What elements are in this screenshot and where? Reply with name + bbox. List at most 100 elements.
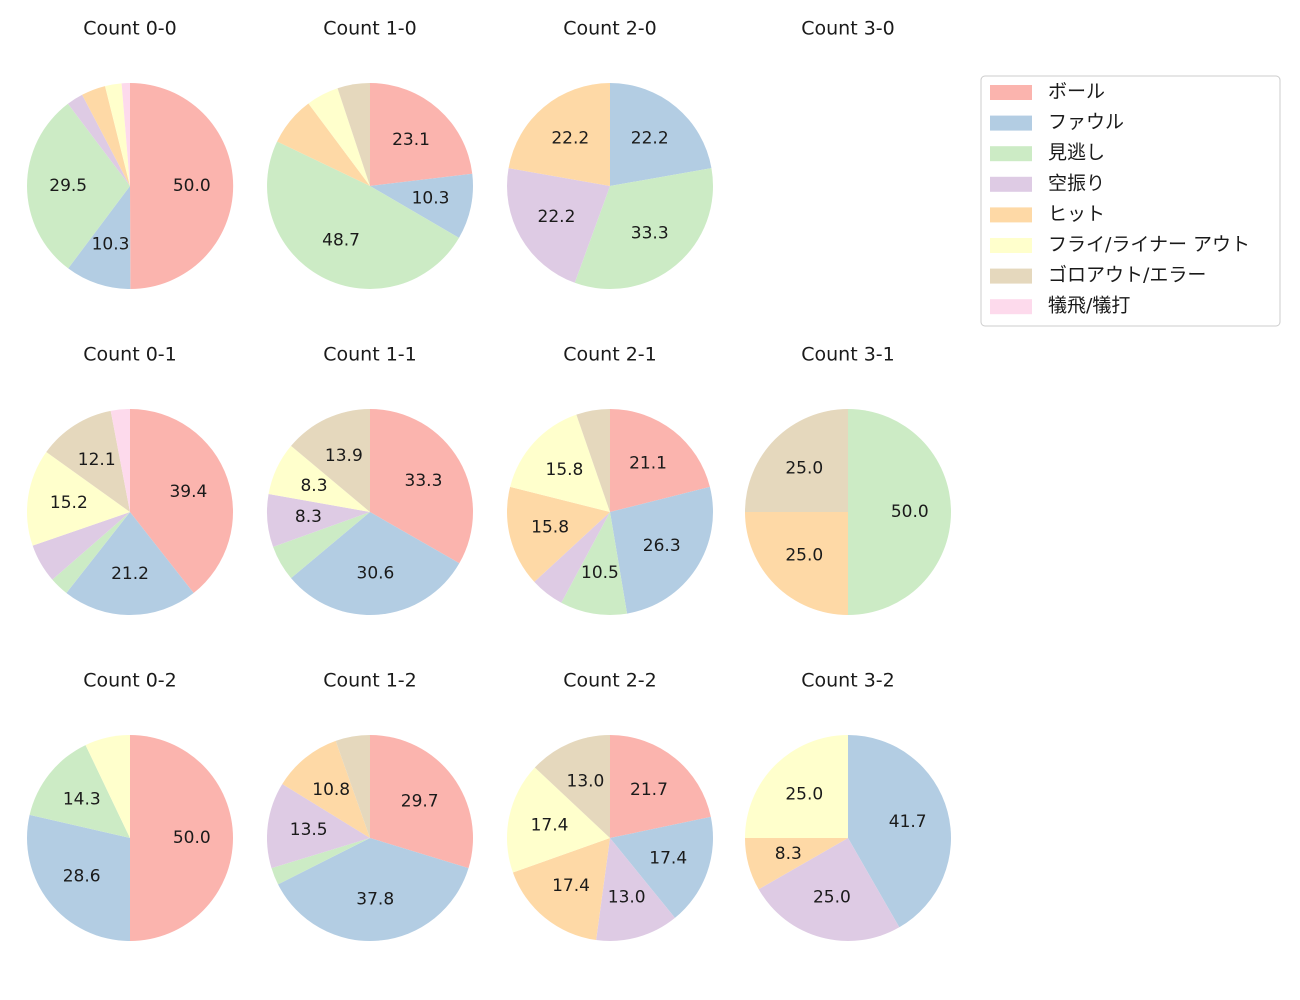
- slice-label: 41.7: [889, 812, 927, 832]
- pie-slice: [46, 410, 130, 512]
- chart-title: Count 1-0: [323, 18, 417, 40]
- pie-slice: [848, 409, 951, 615]
- slice-label: 13.0: [567, 771, 605, 791]
- pie-slice: [337, 83, 370, 186]
- pie-slice: [335, 735, 370, 838]
- pie-slice: [848, 735, 951, 928]
- chart-title: Count 3-0: [801, 18, 895, 40]
- pie-slice: [66, 512, 194, 616]
- pie-slice: [29, 745, 130, 838]
- slice-label: 10.8: [312, 780, 350, 800]
- pie-slice: [745, 838, 848, 890]
- slice-label: 23.1: [392, 130, 430, 150]
- legend-label: 犠飛/犠打: [1048, 295, 1130, 317]
- pie-slice: [68, 186, 131, 290]
- pie-slice: [596, 838, 675, 942]
- slice-label: 29.7: [401, 791, 439, 811]
- chart-title: Count 2-1: [563, 344, 657, 366]
- legend-swatch: [990, 85, 1032, 100]
- legend-swatch: [990, 115, 1032, 131]
- slice-label: 15.2: [50, 493, 88, 513]
- pie-slice: [610, 816, 713, 918]
- pie-chart: Count 1-0 23.1 10.3 48.7: [267, 18, 474, 289]
- legend-label: 見逃し: [1048, 142, 1105, 164]
- pie-chart: Count 2-0 22.2 33.3 22.2 22.2: [506, 18, 714, 290]
- pie-slice: [291, 512, 460, 615]
- charts-layer: Count 0-0 50.0 10.3 29.5 Count 1-0 23.1 10.3 48…: [26, 18, 951, 942]
- legend-swatch: [990, 299, 1032, 315]
- slice-label: 28.6: [63, 866, 101, 886]
- pie-slice: [291, 409, 370, 512]
- pie-slice: [610, 409, 710, 512]
- slice-label: 17.4: [531, 815, 569, 835]
- chart-title: Count 0-1: [83, 344, 177, 366]
- pie-slice: [268, 445, 370, 512]
- pie-slice: [758, 838, 900, 941]
- pie-slice: [26, 103, 131, 269]
- slice-label: 17.4: [552, 876, 590, 896]
- slice-label: 15.8: [546, 460, 584, 480]
- slice-label: 17.4: [649, 849, 687, 869]
- pie-slice: [507, 767, 610, 873]
- legend-label: 空振り: [1048, 172, 1105, 194]
- slice-label: 21.1: [629, 453, 667, 473]
- pie-chart: Count 1-2 29.7 37.8 13.5 10.8: [266, 670, 474, 942]
- pie-slice: [82, 86, 130, 186]
- pie-slice: [576, 409, 610, 512]
- pie-slice: [512, 838, 610, 941]
- pie-chart: Count 3-0: [801, 18, 895, 40]
- pie-slice: [85, 735, 130, 838]
- chart-title: Count 2-0: [563, 18, 657, 40]
- pie-slice: [610, 83, 712, 186]
- pie-slice: [130, 82, 234, 289]
- pie-slice: [574, 168, 714, 290]
- pie-slice: [52, 512, 131, 593]
- pie-slice: [370, 83, 473, 186]
- chart-title: Count 0-0: [83, 18, 177, 40]
- pie-chart: Count 0-0 50.0 10.3 29.5: [26, 18, 234, 290]
- slice-label: 25.0: [785, 458, 823, 478]
- slice-label: 29.5: [49, 176, 87, 196]
- pie-slice: [506, 486, 610, 582]
- slice-label: 21.7: [630, 780, 668, 800]
- pie-chart: Count 0-2 50.0 28.6 14.3: [26, 670, 233, 941]
- pie-slice: [370, 734, 474, 869]
- pie-slice: [370, 409, 473, 564]
- slice-label: 39.4: [169, 482, 207, 502]
- legend-swatch: [990, 146, 1032, 162]
- slice-label: 48.7: [322, 231, 360, 251]
- pie-slice: [308, 88, 370, 186]
- pie-slice: [267, 141, 459, 289]
- pie-slice: [534, 735, 610, 838]
- slice-label: 15.8: [531, 517, 569, 537]
- pie-slice: [610, 735, 711, 838]
- slice-label: 13.9: [325, 446, 363, 466]
- slice-label: 8.3: [300, 476, 327, 496]
- slice-label: 8.3: [295, 507, 322, 527]
- slice-label: 37.8: [356, 890, 394, 910]
- pie-chart: Count 0-1 39.4 21.2 15.2 12.1: [26, 344, 234, 616]
- legend-swatch: [990, 207, 1032, 223]
- pie-slice: [745, 409, 848, 512]
- slice-label: 50.0: [173, 176, 211, 196]
- pie-slice: [510, 414, 610, 512]
- slice-label: 50.0: [173, 828, 211, 848]
- legend-swatch: [990, 268, 1032, 284]
- pie-slice: [506, 168, 610, 283]
- pie-slice: [273, 512, 370, 579]
- slice-label: 13.0: [608, 888, 646, 908]
- slice-label: 25.0: [785, 784, 823, 804]
- pie-slice: [277, 103, 370, 186]
- slice-label: 12.1: [78, 450, 116, 470]
- legend-label: ボール: [1048, 81, 1105, 103]
- legend-frame: [980, 75, 1281, 327]
- slice-label: 10.5: [581, 563, 619, 583]
- pie-slice: [32, 512, 130, 580]
- slice-label: 30.6: [357, 564, 395, 584]
- legend-label: ファウル: [1048, 111, 1124, 133]
- pie-chart: Count 1-1 33.3 30.6 8.3 8.3 13.9: [267, 344, 473, 615]
- pie-slice: [271, 838, 370, 885]
